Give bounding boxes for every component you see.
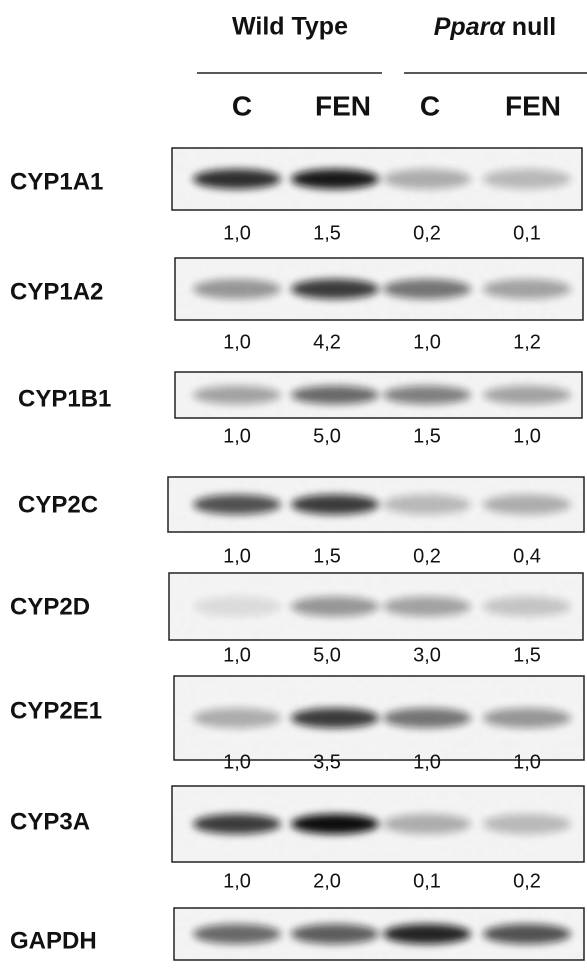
quant-value: 1,0 <box>223 870 251 892</box>
band <box>291 386 379 404</box>
band <box>383 708 471 728</box>
quant-value: 5,0 <box>313 644 341 666</box>
quant-value: 1,0 <box>223 331 251 353</box>
quant-value: 0,2 <box>413 222 441 244</box>
quant-value: 1,5 <box>513 644 541 666</box>
quant-value: 0,2 <box>413 545 441 567</box>
quant-value: 1,0 <box>413 751 441 773</box>
band <box>383 169 471 189</box>
band <box>291 279 379 299</box>
quant-value: 1,5 <box>313 545 341 567</box>
band <box>383 386 471 404</box>
quant-value: 0,4 <box>513 545 541 567</box>
row-label: CYP1A2 <box>10 278 103 305</box>
band <box>291 814 379 834</box>
band <box>193 386 281 404</box>
band <box>383 495 471 515</box>
group-label: Pparα null <box>434 13 556 41</box>
quant-value: 4,2 <box>313 331 341 353</box>
band <box>291 708 379 728</box>
group-label-text: null <box>512 13 556 41</box>
quant-value: 1,0 <box>413 331 441 353</box>
lane-label: FEN <box>315 90 371 121</box>
quant-value: 1,2 <box>513 331 541 353</box>
quant-value: 1,5 <box>413 425 441 447</box>
band <box>483 708 571 728</box>
band <box>193 279 281 299</box>
band <box>193 495 281 515</box>
band <box>193 814 281 834</box>
band <box>483 279 571 299</box>
band <box>383 279 471 299</box>
quant-value: 2,0 <box>313 870 341 892</box>
row-label: CYP2C <box>18 491 98 518</box>
row-label: CYP3A <box>10 808 90 835</box>
quant-value: 1,0 <box>223 222 251 244</box>
row-label: GAPDH <box>10 927 97 954</box>
band <box>193 597 281 617</box>
band <box>483 814 571 834</box>
quant-value: 1,0 <box>223 545 251 567</box>
lane-label: C <box>232 90 252 121</box>
band <box>193 169 281 189</box>
band <box>483 169 571 189</box>
quant-value: 3,0 <box>413 644 441 666</box>
quant-value: 1,5 <box>313 222 341 244</box>
quant-value: 1,0 <box>223 751 251 773</box>
band <box>383 597 471 617</box>
row-label: CYP2E1 <box>10 697 102 724</box>
quant-value: 1,0 <box>223 425 251 447</box>
row-label: CYP1B1 <box>18 385 111 412</box>
quant-value: 0,1 <box>413 870 441 892</box>
quant-value: 1,0 <box>513 425 541 447</box>
row-label: CYP2D <box>10 593 90 620</box>
quant-value: 1,0 <box>513 751 541 773</box>
quant-value: 0,2 <box>513 870 541 892</box>
band <box>483 924 571 944</box>
row-label: CYP1A1 <box>10 168 103 195</box>
blot-figure: Wild Type Pparα null C FEN C FEN CYP1A1 1,0 1,… <box>0 0 587 972</box>
band <box>483 495 571 515</box>
band <box>483 597 571 617</box>
quant-value: 3,5 <box>313 751 341 773</box>
quant-value: 0,1 <box>513 222 541 244</box>
group-label: Wild Type <box>232 13 348 41</box>
band <box>483 386 571 404</box>
band <box>383 814 471 834</box>
band <box>383 924 471 944</box>
band <box>291 169 379 189</box>
band <box>291 495 379 515</box>
band <box>291 597 379 617</box>
quant-value: 5,0 <box>313 425 341 447</box>
group-label-italic: Pparα <box>434 13 507 41</box>
quant-value: 1,0 <box>223 644 251 666</box>
band <box>193 924 281 944</box>
lane-label: C <box>420 90 440 121</box>
band <box>193 708 281 728</box>
lane-label: FEN <box>505 90 561 121</box>
band <box>291 924 379 944</box>
